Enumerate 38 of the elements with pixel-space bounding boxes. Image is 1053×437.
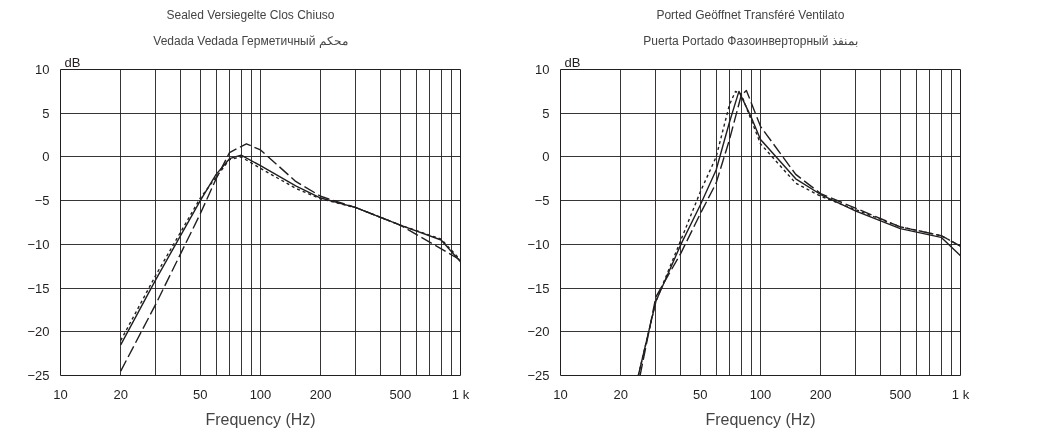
x-tick-label: 1 k	[951, 386, 970, 402]
y-tick-label: 10	[535, 62, 550, 77]
x-tick-label: 200	[809, 386, 832, 402]
x-tick-label: 100	[249, 386, 272, 402]
x-tick-label: 1 k	[451, 386, 470, 402]
x-tick-label: 10	[553, 386, 568, 402]
y-tick-label: −5	[534, 193, 550, 209]
y-tick-label: 5	[542, 105, 550, 121]
y-tick-label: −25	[27, 368, 50, 383]
x-tick-label: 500	[389, 386, 412, 402]
x-tick-label: 500	[889, 386, 912, 402]
y-tick-label: −15	[527, 280, 550, 296]
y-tick-label: 0	[542, 149, 550, 165]
chart-subtitle: Puerta Portado Фазоинверторный بمنفذ	[643, 33, 858, 48]
y-axis-title: dB	[64, 54, 81, 70]
y-tick-label: −20	[527, 324, 550, 340]
x-tick-label: 50	[193, 386, 208, 402]
y-axis-title: dB	[564, 54, 581, 70]
x-tick-label: 50	[693, 386, 708, 402]
x-tick-label: 20	[613, 386, 628, 402]
chart-title: Sealed Versiegelte Clos Chiuso	[166, 7, 335, 22]
x-tick-label: 20	[113, 386, 128, 402]
y-tick-label: −25	[527, 368, 550, 383]
x-axis-title: Frequency (Hz)	[205, 410, 316, 428]
x-tick-label: 200	[309, 386, 332, 402]
y-tick-label: −15	[27, 280, 50, 296]
y-tick-label: −5	[34, 193, 50, 209]
x-tick-label: 10	[53, 386, 68, 402]
y-tick-label: 5	[42, 105, 50, 121]
y-tick-label: −20	[27, 324, 50, 340]
chart-subtitle: Vedada Vedada Герметичный محكم	[153, 33, 348, 48]
x-tick-label: 100	[749, 386, 772, 402]
chart-title: Ported Geöffnet Transféré Ventilato	[656, 7, 845, 22]
y-tick-label: 10	[35, 62, 50, 77]
y-tick-label: −10	[27, 236, 50, 252]
y-tick-label: 0	[42, 149, 50, 165]
x-axis-title: Frequency (Hz)	[705, 410, 816, 428]
y-tick-label: −10	[527, 236, 550, 252]
